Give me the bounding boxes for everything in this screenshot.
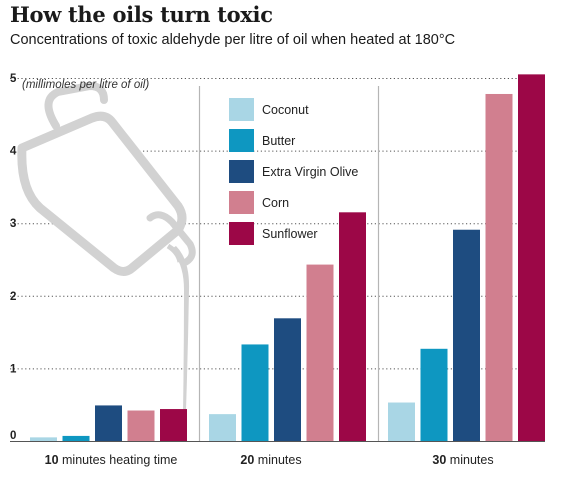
- bar-extra-virgin-olive: [453, 229, 480, 441]
- bar-corn: [306, 264, 334, 441]
- x-axis-categories: 10 minutes heating time 20 minutes 30 minu…: [45, 453, 494, 467]
- bar-butter: [62, 435, 90, 441]
- legend-swatch: [229, 222, 254, 245]
- bar-coconut: [209, 414, 236, 441]
- legend-swatch: [229, 98, 254, 121]
- y-axis-ticks: 0 1 2 3 4 5: [10, 73, 17, 442]
- y-tick-label: 2: [10, 291, 16, 303]
- y-tick-label: 4: [10, 146, 17, 158]
- legend: Coconut Butter Extra Virgin Olive Corn Sunfl…: [229, 98, 358, 245]
- group-separators: [198, 86, 380, 441]
- legend-swatch: [229, 129, 254, 152]
- bar-coconut: [30, 437, 57, 441]
- x-category-label: 20 minutes: [240, 453, 301, 467]
- bar-sunflower: [160, 409, 187, 441]
- bar-butter: [241, 344, 269, 441]
- y-tick-label: 0: [10, 430, 16, 442]
- chart-title: How the oils turn toxic: [10, 2, 273, 27]
- legend-swatch: [229, 191, 254, 214]
- oil-jug-icon: [17, 81, 196, 412]
- x-category-label: 30 minutes: [432, 453, 493, 467]
- jug-body: [17, 111, 187, 276]
- jug-spout: [146, 211, 196, 266]
- bar-sunflower: [518, 74, 545, 442]
- bar-corn: [485, 93, 513, 442]
- bar-corn: [127, 410, 155, 441]
- oil-pour: [166, 243, 183, 263]
- bar-butter: [420, 348, 448, 441]
- legend-label: Butter: [262, 134, 295, 148]
- y-axis-label: (millimoles per litre of oil): [22, 79, 149, 91]
- bar-coconut: [388, 402, 415, 441]
- chart-subtitle: Concentrations of toxic aldehyde per lit…: [10, 32, 456, 48]
- bar-extra-virgin-olive: [95, 405, 122, 441]
- y-tick-label: 5: [10, 73, 17, 85]
- y-tick-label: 3: [10, 218, 16, 230]
- oil-stream: [170, 246, 190, 412]
- legend-label: Corn: [262, 196, 289, 210]
- y-tick-label: 1: [10, 363, 17, 375]
- bar-extra-virgin-olive: [274, 318, 301, 441]
- legend-label: Coconut: [262, 103, 309, 117]
- legend-swatch: [229, 160, 254, 183]
- jug-handle: [44, 81, 108, 130]
- legend-label: Extra Virgin Olive: [262, 165, 358, 179]
- bar-sunflower: [339, 212, 366, 441]
- x-category-label: 10 minutes heating time: [45, 453, 178, 467]
- bars: [30, 74, 545, 442]
- legend-label: Sunflower: [262, 227, 318, 241]
